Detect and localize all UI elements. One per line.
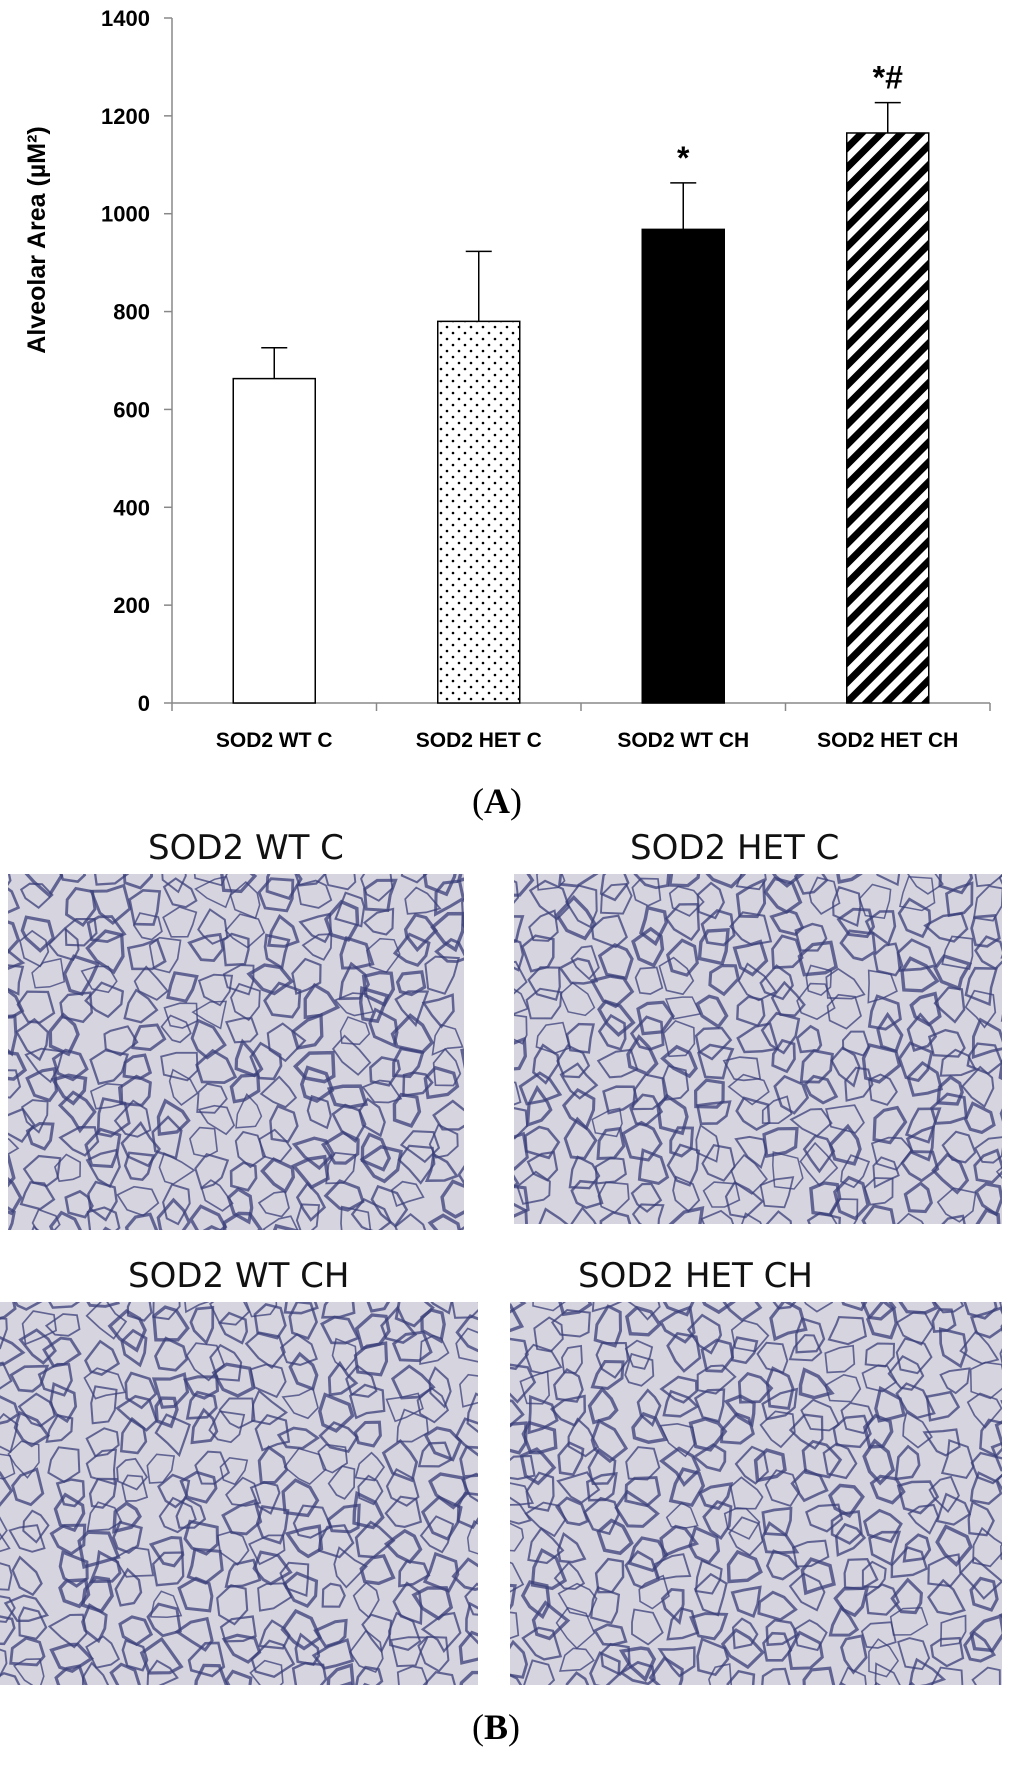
- bar-0: [232, 377, 316, 704]
- bar-chart: 0 200 400 600 800 1000 1200 1400 SOD2 WT C SOD2 …: [23, 6, 991, 752]
- x-tick-label: SOD2 WT CH: [617, 729, 749, 752]
- micrograph-title-het-c: SOD2 HET C: [630, 828, 840, 868]
- micrograph-title-het-ch: SOD2 HET CH: [578, 1256, 813, 1296]
- y-tick-label: 600: [113, 397, 150, 422]
- micrograph-wt-c: [8, 874, 464, 1230]
- bar-1: [437, 320, 521, 704]
- x-tick-label: SOD2 HET CH: [817, 729, 958, 752]
- y-tick-label: 800: [113, 300, 150, 325]
- y-tick-label: 200: [113, 593, 150, 618]
- panel-label-a: (A): [472, 781, 522, 821]
- tissue-texture: [8, 874, 464, 1230]
- panel-b-letter: B: [484, 1707, 509, 1747]
- significance-marker: *#: [873, 60, 903, 96]
- tissue-texture: [510, 1302, 1002, 1685]
- micrograph-wt-ch: [0, 1302, 478, 1685]
- micrograph-het-c: [514, 874, 1002, 1224]
- tissue-texture: [514, 874, 1002, 1224]
- y-tick-label: 0: [138, 691, 150, 716]
- bar-2: [641, 228, 725, 704]
- panel-a-letter: A: [484, 781, 510, 821]
- panel-label-b: (B): [472, 1707, 521, 1747]
- significance-marker: *: [677, 140, 690, 176]
- bar-3: [846, 132, 930, 704]
- micrograph-title-wt-ch: SOD2 WT CH: [128, 1256, 350, 1296]
- micrograph-title-wt-c: SOD2 WT C: [148, 828, 344, 868]
- y-tick-label: 1200: [101, 104, 150, 129]
- micrograph-het-ch: [510, 1302, 1002, 1685]
- tissue-texture: [0, 1302, 478, 1685]
- y-tick-label: 400: [113, 495, 150, 520]
- x-tick-label: SOD2 WT C: [216, 729, 333, 752]
- y-tick-label: 1000: [101, 202, 150, 227]
- x-tick-label: SOD2 HET C: [416, 729, 542, 752]
- y-tick-label: 1400: [101, 6, 150, 31]
- y-axis-label: Alveolar Area (µM²): [23, 126, 51, 353]
